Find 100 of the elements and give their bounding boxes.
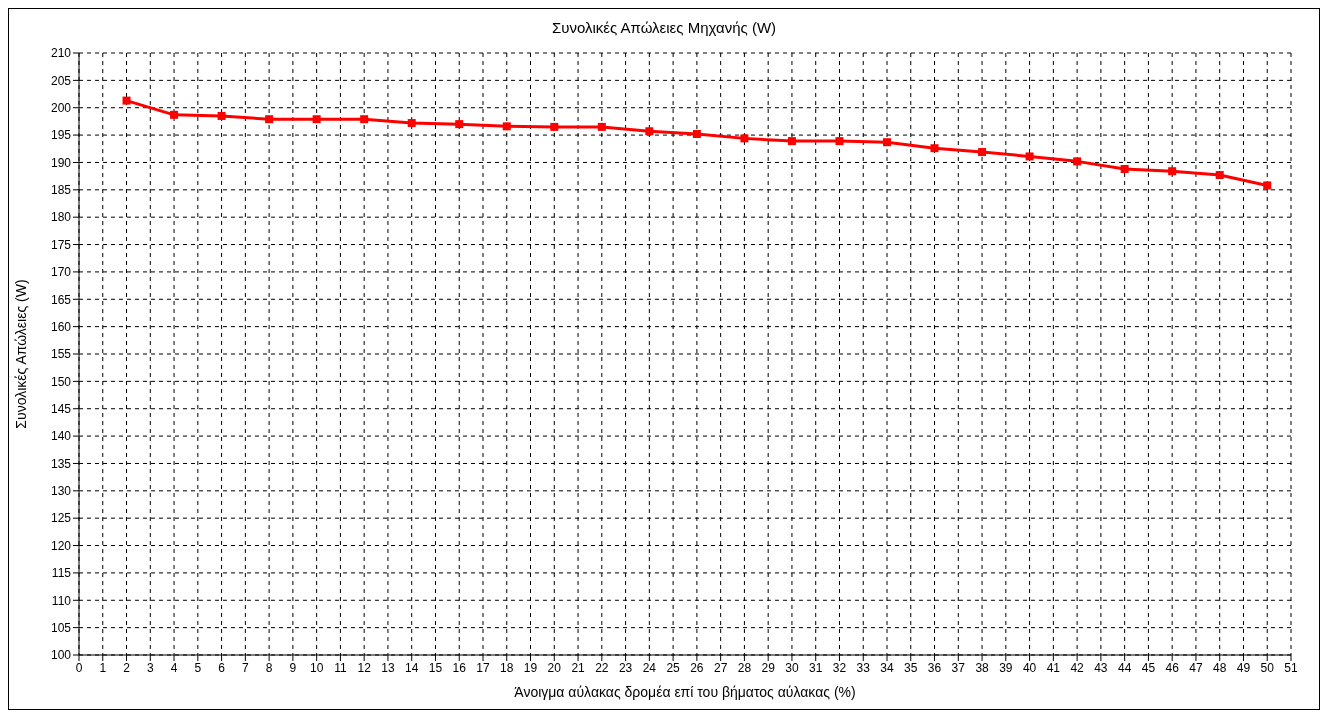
x-tick-label: 30 (785, 660, 799, 675)
x-tick-label: 20 (547, 660, 562, 675)
x-tick-label: 8 (265, 660, 273, 675)
x-tick-label: 42 (1070, 660, 1085, 675)
point (1073, 157, 1082, 166)
point (360, 115, 369, 124)
x-tick-label: 47 (1189, 660, 1203, 675)
y-tick-label: 180 (50, 210, 72, 225)
point (502, 122, 511, 131)
x-tick-label: 35 (904, 660, 918, 675)
x-tick-label: 39 (999, 660, 1013, 675)
x-tick-label: 11 (334, 660, 347, 675)
point (312, 115, 321, 124)
x-tick-label: 27 (713, 660, 728, 675)
y-tick-label: 160 (50, 319, 72, 334)
y-tick-label: 120 (50, 538, 72, 553)
x-tick-label: 2 (123, 660, 131, 675)
x-tick-label: 36 (927, 660, 942, 675)
x-tick-label: 45 (1141, 660, 1156, 675)
x-tick-label: 44 (1117, 660, 1132, 675)
y-tick-label: 165 (50, 292, 72, 307)
point (122, 96, 131, 105)
x-tick-label: 18 (500, 660, 514, 675)
x-tick-label: 23 (618, 660, 633, 675)
point (170, 110, 179, 119)
x-tick-label: 33 (856, 660, 871, 675)
point (1168, 167, 1177, 176)
x-tick-label: 9 (289, 660, 297, 675)
x-tick-label: 10 (309, 660, 324, 675)
x-tick-label: 21 (571, 660, 586, 675)
x-tick-label: 32 (832, 660, 847, 675)
point (1215, 171, 1224, 180)
x-tick-label: 4 (170, 660, 178, 675)
y-tick-label: 125 (50, 511, 72, 526)
x-tick-label: 48 (1213, 660, 1227, 675)
x-tick-label: 25 (666, 660, 681, 675)
point (692, 130, 701, 138)
x-tick-label: 28 (737, 660, 752, 675)
point (1025, 152, 1034, 161)
point (978, 148, 987, 157)
x-tick-label: 41 (1046, 660, 1061, 675)
x-tick-label: 13 (381, 660, 395, 675)
x-tick-label: 31 (809, 660, 823, 675)
y-tick-label: 210 (50, 46, 72, 61)
point (455, 120, 464, 129)
x-tick-label: 12 (357, 660, 372, 675)
y-tick-label: 135 (50, 456, 72, 471)
y-tick-label: 140 (50, 429, 72, 444)
point (407, 119, 416, 128)
x-tick-label: 49 (1236, 660, 1251, 675)
x-tick-label: 22 (595, 660, 609, 675)
x-tick-label: 46 (1165, 660, 1180, 675)
y-tick-label: 175 (50, 237, 72, 252)
x-tick-label: 50 (1260, 660, 1275, 675)
y-tick-label: 155 (50, 347, 72, 362)
x-tick-label: 7 (242, 660, 250, 675)
x-tick-label: 34 (880, 660, 894, 675)
point (1120, 165, 1129, 174)
point (883, 138, 891, 147)
point (550, 122, 559, 131)
y-tick-label: 185 (50, 183, 72, 198)
x-tick-label: 0 (75, 660, 83, 675)
y-tick-label: 100 (50, 648, 72, 663)
point (787, 137, 796, 146)
chart-title: Συνολικές Απώλειες Μηχανής (W) (550, 18, 778, 38)
x-tick-label: 40 (1022, 660, 1037, 675)
x-tick-label: 24 (642, 660, 657, 675)
point (645, 127, 654, 136)
x-tick-label: 1 (99, 660, 107, 675)
y-tick-label: 190 (50, 155, 72, 170)
point (1263, 181, 1272, 190)
x-tick-label: 5 (194, 660, 202, 675)
y-axis-title: Συνολικές Απώλειες (W) (12, 279, 29, 429)
x-tick-label: 14 (405, 660, 419, 675)
x-tick-label: 19 (523, 660, 538, 675)
x-tick-label: 26 (690, 660, 704, 675)
point (930, 144, 939, 153)
y-tick-label: 205 (50, 73, 72, 88)
y-tick-label: 195 (50, 128, 72, 143)
x-tick-label: 16 (452, 660, 467, 675)
x-tick-label: 29 (761, 660, 776, 675)
x-tick-label: 3 (146, 660, 154, 675)
x-tick-label: 15 (428, 660, 443, 675)
y-tick-label: 115 (51, 566, 72, 581)
y-tick-label: 145 (50, 401, 72, 416)
x-axis-title: Άνοιγμα αύλακας δρομέα επί του βήματος αύλακας (%) (514, 684, 856, 700)
point (597, 122, 606, 131)
point (835, 137, 844, 146)
y-tick-label: 130 (50, 484, 72, 499)
point (217, 111, 226, 120)
x-tick-label: 37 (951, 660, 966, 675)
x-tick-label: 51 (1284, 660, 1298, 675)
point (740, 134, 749, 143)
y-tick-label: 200 (50, 100, 72, 115)
y-tick-label: 105 (50, 620, 72, 635)
point (265, 115, 274, 124)
x-tick-label: 6 (218, 660, 226, 675)
x-tick-label: 38 (975, 660, 990, 675)
y-tick-label: 170 (50, 265, 72, 280)
x-tick-label: 17 (476, 660, 490, 675)
